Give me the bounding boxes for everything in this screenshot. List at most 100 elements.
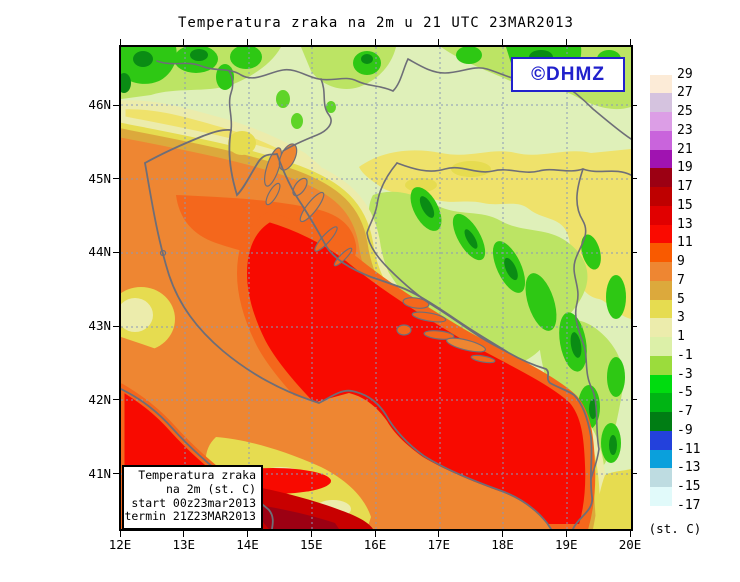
dhmz-logo-text: ©DHMZ [531, 63, 605, 85]
lon-tick [565, 531, 567, 537]
colorbar-tick-label: -3 [677, 366, 693, 382]
colorbar-tick-label: 9 [677, 254, 685, 269]
colorbar-swatch [650, 337, 672, 356]
colorbar-tick-label: 27 [677, 85, 693, 101]
colorbar-swatch [650, 374, 672, 394]
colorbar-swatch [650, 187, 672, 206]
legend-line: na 2m (st. C) [165, 481, 256, 496]
colorbar-swatch [650, 468, 672, 487]
colorbar-tick-label: 21 [677, 141, 693, 157]
legend-line: Temperatura zraka [138, 468, 256, 482]
lat-tick-label: 44N [88, 244, 111, 260]
colorbar-tick-label: 7 [677, 272, 685, 288]
colorbar-tick-label: -7 [677, 404, 693, 419]
lon-tick [629, 39, 631, 45]
lat-tick [631, 251, 637, 253]
colorbar-tick-label: 3 [677, 310, 685, 326]
lat-tick-label: 42N [88, 391, 111, 407]
colorbar-swatch [650, 449, 672, 469]
colorbar-swatch [650, 318, 672, 337]
colorbar-swatch [650, 355, 672, 375]
colorbar-tick-label: -9 [677, 422, 693, 438]
colorbar-swatch [650, 224, 672, 244]
lat-tick [113, 399, 119, 401]
colorbar-tick-label: 5 [677, 291, 685, 307]
colorbar-swatch [650, 430, 672, 450]
lat-tick [631, 473, 637, 474]
colorbar-swatch [650, 412, 672, 431]
colorbar-tick-label: 23 [677, 122, 693, 138]
lon-tick [183, 39, 185, 45]
colorbar-tick-label: 19 [677, 160, 693, 176]
colorbar-tick-label: -17 [677, 497, 701, 513]
lon-tick [374, 531, 376, 537]
lat-tick [631, 325, 637, 327]
map-frame [119, 45, 633, 531]
lon-tick-label: 17E [427, 537, 451, 552]
colorbar-swatch [650, 393, 672, 412]
colorbar-swatch [650, 130, 672, 150]
colorbar-tick-label: 25 [677, 104, 693, 119]
colorbar-swatch [650, 93, 672, 112]
colorbar-swatch [650, 243, 672, 262]
lon-tick-label: 19E [554, 537, 578, 552]
colorbar-swatch [650, 149, 672, 169]
lon-tick-label: 15E [299, 537, 323, 552]
colorbar-swatch [650, 299, 672, 319]
islands [159, 143, 496, 364]
lon-tick [438, 531, 440, 537]
lon-tick [502, 39, 503, 45]
lat-tick [113, 178, 119, 180]
lat-tick [113, 104, 119, 106]
colorbar-tick-label: -5 [677, 385, 693, 401]
lat-tick [631, 104, 637, 106]
lon-tick-label: 16E [363, 537, 387, 552]
dhmz-logo: ©DHMZ [511, 57, 625, 92]
colorbar-tick-label: 11 [677, 235, 693, 251]
lon-tick [565, 39, 567, 45]
colorbar-swatch [650, 487, 672, 506]
lat-tick [113, 473, 119, 474]
colorbar-tick-label: 13 [677, 216, 693, 232]
legend-line: start 00z23mar2013 [131, 495, 256, 510]
lon-tick-label: 13E [172, 537, 196, 552]
colorbar-swatch [650, 74, 672, 94]
colorbar-tick-label: 1 [677, 329, 685, 344]
lat-tick-label: 46N [88, 97, 111, 112]
legend-line: termin 21Z23MAR2013 [124, 509, 256, 524]
lon-tick [438, 39, 440, 45]
colorbar-swatch [650, 262, 672, 281]
colorbar-swatch [650, 112, 672, 131]
lon-tick [119, 531, 121, 537]
lat-tick [113, 251, 119, 253]
lon-tick [119, 39, 121, 45]
colorbar-tick-label: -13 [677, 460, 701, 476]
lat-tick-label: 45N [88, 170, 111, 186]
colorbar-swatch [650, 168, 672, 187]
colorbar-tick-label: -11 [677, 441, 701, 457]
lon-tick [310, 39, 312, 45]
colorbar-tick-label: 17 [677, 179, 693, 194]
lat-tick-label: 43N [88, 318, 111, 334]
lon-tick [629, 531, 631, 537]
colorbar-tick-label: -15 [677, 479, 701, 494]
lon-tick-label: 14E [236, 537, 259, 552]
map-canvas [121, 47, 631, 529]
lon-tick [247, 39, 248, 45]
colorbar-tick-label: -1 [677, 347, 693, 363]
lon-tick [247, 531, 248, 537]
lon-tick [374, 39, 376, 45]
lon-tick [502, 531, 503, 537]
colorbar-unit-label: (st. C) [648, 521, 702, 536]
lat-tick-label: 41N [88, 465, 111, 481]
lon-tick [310, 531, 312, 537]
lon-tick-label: 12E [108, 537, 132, 552]
page-title: Temperatura zraka na 2m u 21 UTC 23MAR20… [177, 15, 574, 31]
colorbar-tick-label: 29 [677, 66, 693, 82]
lon-tick-label: 20E [618, 537, 642, 552]
lon-tick [183, 531, 185, 537]
lon-tick-label: 18E [491, 537, 514, 552]
colorbar-swatch [650, 280, 672, 300]
lat-tick [113, 325, 119, 327]
